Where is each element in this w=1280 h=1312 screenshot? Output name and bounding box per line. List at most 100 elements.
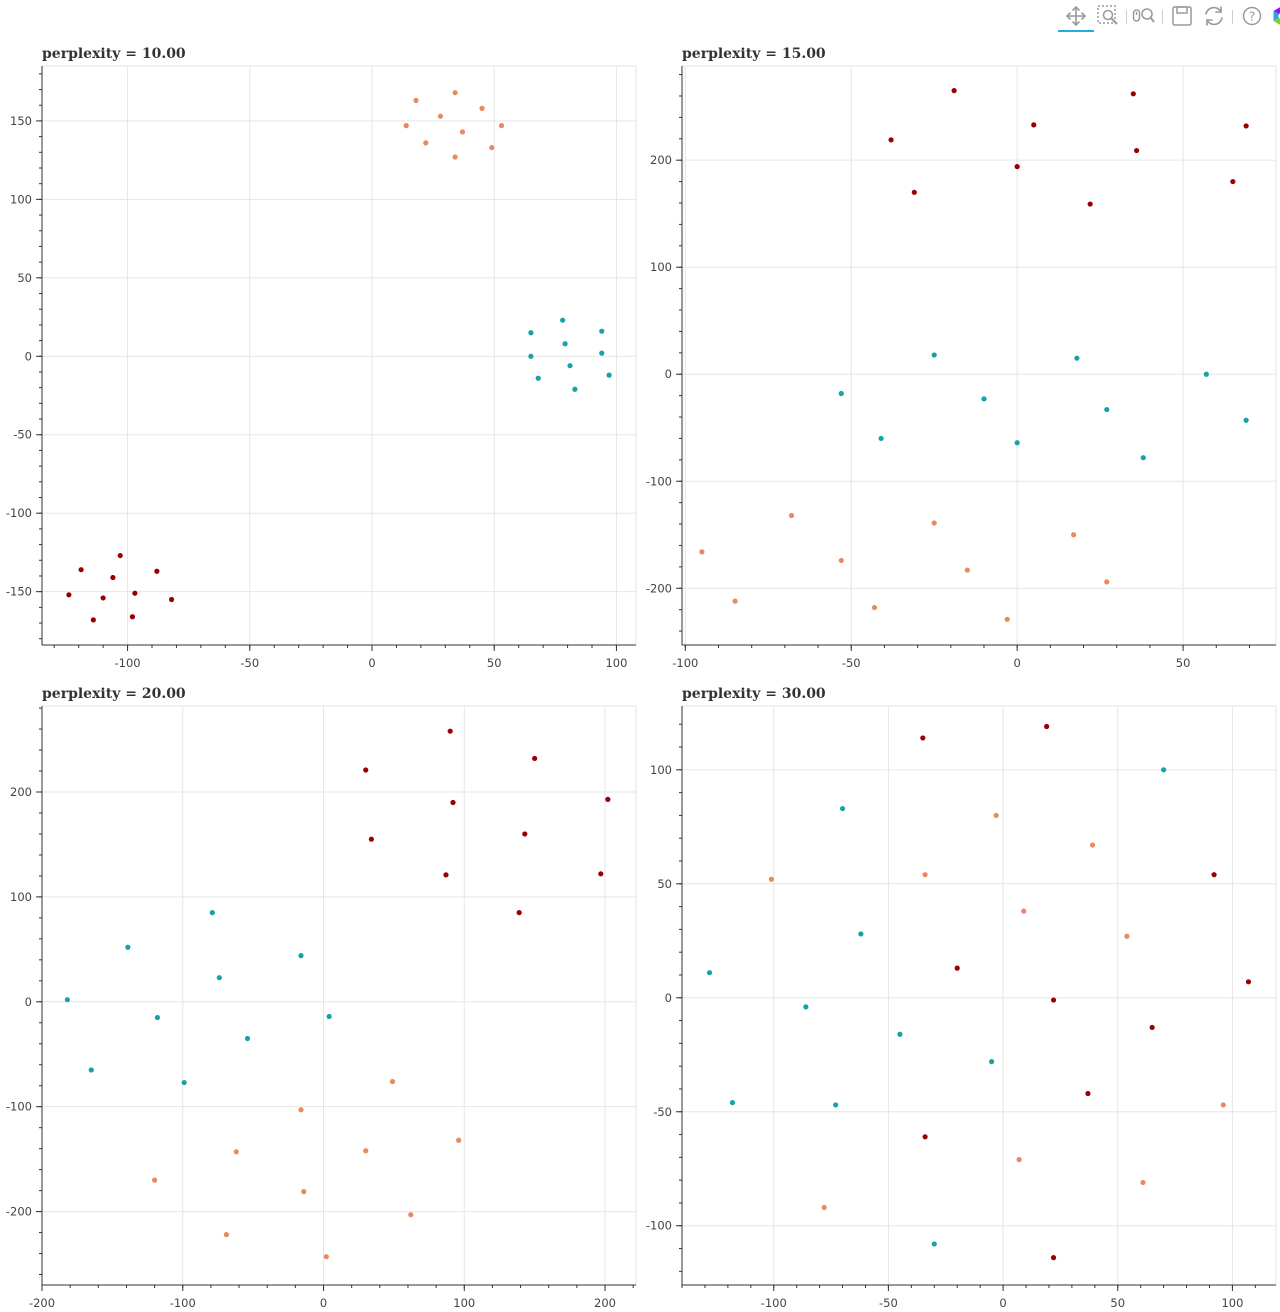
data-point[interactable] xyxy=(437,113,444,119)
data-point[interactable] xyxy=(1016,1157,1022,1163)
data-point[interactable] xyxy=(897,1031,903,1037)
data-point[interactable] xyxy=(599,328,605,334)
data-point[interactable] xyxy=(100,595,106,601)
data-point[interactable] xyxy=(1245,979,1252,985)
data-point[interactable] xyxy=(1104,406,1110,413)
data-point[interactable] xyxy=(450,799,456,806)
data-point[interactable] xyxy=(154,1014,161,1021)
data-point[interactable] xyxy=(567,363,573,369)
data-point[interactable] xyxy=(368,836,374,842)
data-point[interactable] xyxy=(423,140,429,146)
save-tool-button[interactable] xyxy=(1170,4,1194,28)
data-point[interactable] xyxy=(1243,417,1249,423)
data-point[interactable] xyxy=(729,1100,736,1106)
data-point[interactable] xyxy=(244,1035,251,1042)
box-zoom-tool-button[interactable] xyxy=(1096,4,1120,28)
data-point[interactable] xyxy=(479,105,485,111)
data-point[interactable] xyxy=(981,396,987,402)
data-point[interactable] xyxy=(1004,616,1010,622)
data-point[interactable] xyxy=(516,910,522,916)
pan-tool-button[interactable] xyxy=(1058,4,1094,32)
data-point[interactable] xyxy=(1085,1090,1091,1097)
data-point[interactable] xyxy=(931,1241,937,1247)
data-point[interactable] xyxy=(803,1004,809,1010)
data-point[interactable] xyxy=(871,604,878,611)
data-point[interactable] xyxy=(1203,371,1209,377)
chart-panel-2[interactable]: -100 -50 0 50 -200 -100 0 100 200 perplexity = 15… xyxy=(646,46,1277,670)
data-point[interactable] xyxy=(1070,532,1077,538)
data-point[interactable] xyxy=(572,386,578,392)
data-point[interactable] xyxy=(1211,872,1217,878)
data-point[interactable] xyxy=(920,735,926,741)
data-point[interactable] xyxy=(922,872,928,878)
data-point[interactable] xyxy=(1044,723,1050,730)
data-point[interactable] xyxy=(216,975,222,981)
data-point[interactable] xyxy=(459,129,466,135)
data-point[interactable] xyxy=(931,352,937,358)
data-point[interactable] xyxy=(993,812,999,819)
data-point[interactable] xyxy=(1089,842,1096,848)
data-point[interactable] xyxy=(1140,455,1146,461)
data-point[interactable] xyxy=(528,330,534,336)
data-point[interactable] xyxy=(605,796,611,802)
chart-panel-3[interactable]: -200 -100 0 100 200 -200 -100 0 100 200 perplexity… xyxy=(6,686,637,1310)
data-point[interactable] xyxy=(858,931,864,937)
data-point[interactable] xyxy=(839,805,846,812)
data-point[interactable] xyxy=(989,1059,995,1065)
data-point[interactable] xyxy=(489,144,495,151)
data-point[interactable] xyxy=(1161,767,1167,773)
data-point[interactable] xyxy=(413,97,419,104)
data-point[interactable] xyxy=(1220,1102,1226,1108)
data-point[interactable] xyxy=(408,1212,414,1218)
data-point[interactable] xyxy=(326,1013,332,1020)
data-point[interactable] xyxy=(833,1102,839,1108)
data-point[interactable] xyxy=(456,1137,462,1143)
data-point[interactable] xyxy=(522,831,528,837)
data-point[interactable] xyxy=(298,953,304,959)
data-point[interactable] xyxy=(528,353,534,359)
data-point[interactable] xyxy=(452,90,458,96)
data-point[interactable] xyxy=(598,871,604,877)
reset-tool-button[interactable] xyxy=(1202,4,1226,28)
data-point[interactable] xyxy=(168,596,175,603)
data-point[interactable] xyxy=(498,123,505,129)
data-point[interactable] xyxy=(954,965,960,971)
data-point[interactable] xyxy=(911,189,917,195)
data-point[interactable] xyxy=(768,876,775,882)
data-point[interactable] xyxy=(110,574,116,581)
data-point[interactable] xyxy=(821,1204,827,1211)
data-point[interactable] xyxy=(129,614,136,620)
data-point[interactable] xyxy=(922,1134,928,1140)
data-point[interactable] xyxy=(560,317,566,323)
data-point[interactable] xyxy=(888,137,894,143)
chart-panel-1[interactable]: -100 -50 0 50 100 -150 -100 -50 0 50 100 150 perplex… xyxy=(6,46,637,670)
data-point[interactable] xyxy=(447,728,453,734)
data-point[interactable] xyxy=(403,123,409,129)
data-point[interactable] xyxy=(878,435,884,442)
data-point[interactable] xyxy=(1014,164,1020,170)
data-point[interactable] xyxy=(64,997,70,1003)
data-point[interactable] xyxy=(323,1254,329,1260)
data-point[interactable] xyxy=(233,1149,239,1155)
data-point[interactable] xyxy=(298,1107,304,1113)
data-point[interactable] xyxy=(88,1067,94,1073)
data-point[interactable] xyxy=(931,520,937,526)
data-point[interactable] xyxy=(838,390,844,397)
data-point[interactable] xyxy=(78,567,84,573)
data-point[interactable] xyxy=(1021,908,1027,914)
data-point[interactable] xyxy=(1149,1024,1155,1031)
data-point[interactable] xyxy=(732,598,738,604)
data-point[interactable] xyxy=(1014,440,1020,446)
data-point[interactable] xyxy=(363,767,369,773)
data-point[interactable] xyxy=(599,350,605,356)
data-point[interactable] xyxy=(788,512,795,519)
data-point[interactable] xyxy=(181,1079,187,1086)
data-point[interactable] xyxy=(606,372,612,378)
data-point[interactable] xyxy=(152,1177,158,1183)
data-point[interactable] xyxy=(1074,355,1080,361)
data-point[interactable] xyxy=(532,755,538,762)
data-point[interactable] xyxy=(964,567,970,573)
data-point[interactable] xyxy=(699,549,705,555)
data-point[interactable] xyxy=(452,154,458,160)
data-point[interactable] xyxy=(951,88,957,94)
